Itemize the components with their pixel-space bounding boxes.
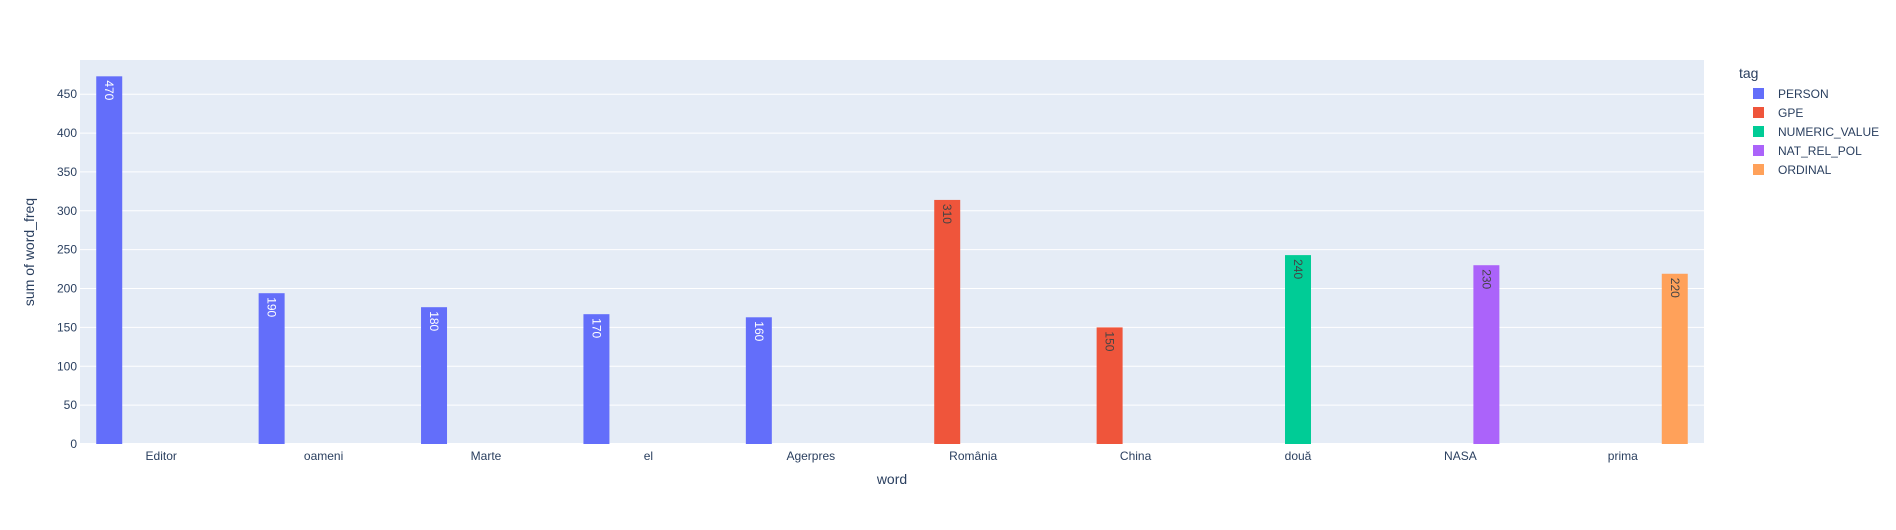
legend-swatch [1753, 88, 1764, 99]
bar-person [583, 314, 610, 444]
bar-value-label: 220 [1668, 278, 1682, 298]
legend-swatch [1753, 126, 1764, 137]
bar-value-label: 160 [752, 321, 766, 341]
legend-item-label: NUMERIC_VALUE [1778, 125, 1879, 139]
bar-nat-rel-pol [1473, 265, 1500, 444]
x-axis: Editor oameni Marte el Agerpres România China d… [146, 449, 1639, 463]
plot-area [80, 60, 1704, 444]
grid-lines [80, 93, 1704, 445]
y-tick-label: 250 [57, 243, 77, 257]
legend-item-label: PERSON [1778, 87, 1829, 101]
legend-swatch [1753, 164, 1764, 175]
x-tick-label: România [949, 449, 997, 463]
y-tick-label: 450 [57, 87, 77, 101]
x-tick-label: Editor [146, 449, 177, 463]
x-tick-label: Marte [471, 449, 502, 463]
y-axis: 0 50 100 150 200 250 300 350 400 450 [57, 87, 77, 451]
y-tick-label: 400 [57, 126, 77, 140]
legend-title: tag [1739, 65, 1758, 81]
y-axis-title: sum of word_freq [21, 198, 37, 306]
y-tick-label: 100 [57, 359, 77, 373]
x-tick-label: China [1120, 449, 1152, 463]
bar-gpe [1096, 327, 1123, 444]
bar-value-label: 230 [1479, 269, 1493, 289]
bar-person [421, 307, 448, 444]
bar-value-label: 170 [589, 318, 603, 338]
bar-ordinal [1661, 273, 1688, 444]
y-tick-label: 50 [64, 398, 78, 412]
data-labels: 470 190 180 170 160 310 150 240 230 220 [102, 80, 1682, 351]
legend-item-label: NAT_REL_POL [1778, 144, 1862, 158]
x-tick-label: el [644, 449, 653, 463]
bar-value-label: 150 [1103, 331, 1117, 351]
bar-value-label: 310 [940, 204, 954, 224]
x-axis-title: word [876, 471, 907, 487]
x-tick-label: două [1285, 449, 1312, 463]
bar-person [258, 293, 285, 444]
y-tick-label: 200 [57, 282, 77, 296]
x-tick-label: Agerpres [786, 449, 835, 463]
y-tick-label: 300 [57, 204, 77, 218]
bar-person [745, 317, 772, 444]
legend-swatch [1753, 145, 1764, 156]
bar-value-label: 190 [265, 297, 279, 317]
y-tick-label: 150 [57, 320, 77, 334]
legend-item-label: ORDINAL [1778, 163, 1832, 177]
x-tick-label: prima [1608, 449, 1638, 463]
x-tick-label: NASA [1444, 449, 1477, 463]
legend-item-label: GPE [1778, 106, 1803, 120]
bar-value-label: 180 [427, 311, 441, 331]
x-tick-label: oameni [304, 449, 343, 463]
bar-person [96, 76, 123, 444]
bar-value-label: 240 [1291, 259, 1305, 279]
y-tick-label: 0 [70, 437, 77, 451]
bar-numeric-value [1285, 255, 1311, 444]
bar-gpe [934, 199, 961, 444]
legend: tag PERSON GPE NUMERIC_VALUE NAT_REL_POL ORD… [1739, 65, 1879, 177]
legend-swatch [1753, 107, 1764, 118]
bar-value-label: 470 [102, 80, 116, 100]
bars [96, 76, 1688, 444]
y-tick-label: 350 [57, 165, 77, 179]
